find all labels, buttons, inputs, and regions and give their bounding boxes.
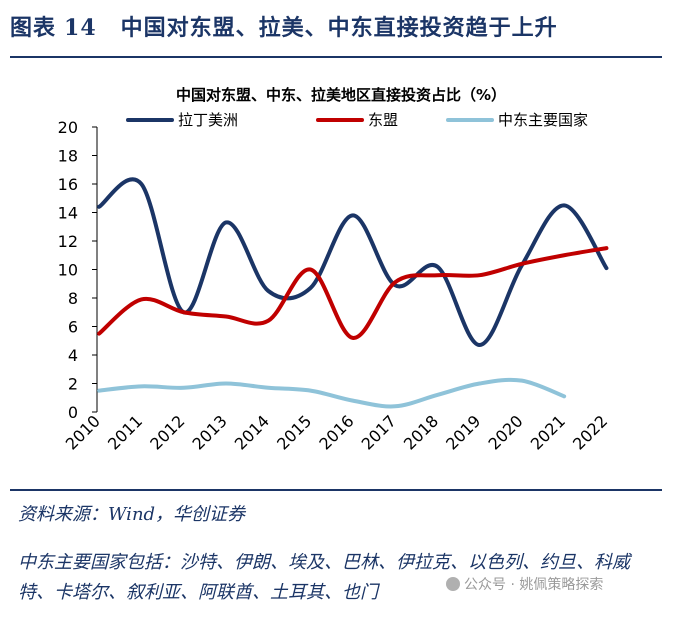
x-tick-label: 2015 xyxy=(273,411,315,453)
data-point xyxy=(351,336,355,340)
data-point xyxy=(520,262,524,266)
x-tick-label: 2014 xyxy=(231,411,273,453)
x-tick-label: 2020 xyxy=(484,411,526,453)
data-point xyxy=(266,386,270,390)
y-tick-label: 12 xyxy=(58,232,78,251)
data-point xyxy=(182,310,186,314)
x-tick-label: 2019 xyxy=(442,411,484,453)
legend-label: 中东主要国家 xyxy=(498,111,588,129)
data-point xyxy=(478,273,482,277)
x-tick-label: 2012 xyxy=(146,411,188,453)
bottom-divider xyxy=(10,489,662,491)
figure-heading: 中国对东盟、拉美、中东直接投资趋于上升 xyxy=(120,15,558,41)
data-point xyxy=(351,213,355,217)
data-point xyxy=(604,266,608,270)
figure-number: 14 xyxy=(64,15,97,41)
data-point xyxy=(562,203,566,207)
x-tick-label: 2022 xyxy=(569,411,611,453)
y-tick-label: 18 xyxy=(58,147,78,166)
data-point xyxy=(393,404,397,408)
y-tick-label: 4 xyxy=(68,346,78,365)
data-point xyxy=(351,399,355,403)
data-point xyxy=(308,286,312,290)
x-tick-label: 2016 xyxy=(315,411,357,453)
x-tick-label: 2013 xyxy=(189,411,231,453)
y-tick-label: 6 xyxy=(68,318,78,337)
y-tick-label: 10 xyxy=(58,261,78,280)
x-tick-label: 2011 xyxy=(104,411,146,453)
data-point xyxy=(562,253,566,257)
y-tick-label: 8 xyxy=(68,289,78,308)
data-point xyxy=(393,280,397,284)
data-point xyxy=(604,246,608,250)
data-point xyxy=(139,384,143,388)
y-tick-label: 16 xyxy=(58,175,78,194)
data-point xyxy=(562,394,566,398)
data-point xyxy=(97,205,101,209)
y-tick-label: 2 xyxy=(68,375,78,394)
figure-title: 图表 14 中国对东盟、拉美、中东直接投资趋于上升 xyxy=(10,10,670,42)
chart-title: 中国对东盟、中东、拉美地区直接投资占比（%） xyxy=(176,86,506,104)
y-tick-label: 20 xyxy=(58,118,78,137)
series-line-3 xyxy=(97,377,567,409)
data-point xyxy=(478,343,482,347)
data-point xyxy=(139,182,143,186)
data-point xyxy=(224,315,228,319)
data-point xyxy=(182,386,186,390)
series-line-2 xyxy=(97,246,609,340)
x-tick-label: 2021 xyxy=(527,411,569,453)
watermark: 公众号 · 姚佩策略探索 xyxy=(446,574,603,594)
legend-label: 拉丁美洲 xyxy=(178,111,238,129)
figure-label: 图表 xyxy=(10,15,57,41)
data-point xyxy=(224,220,228,224)
x-tick-label: 2017 xyxy=(358,411,400,453)
line-chart: 中国对东盟、中东、拉美地区直接投资占比（%） 拉丁美洲 东盟 中东主要国家 0 2 4 6… xyxy=(58,86,612,454)
data-point xyxy=(520,379,524,383)
data-point xyxy=(266,319,270,323)
data-point xyxy=(478,382,482,386)
y-tick-label: 14 xyxy=(58,204,78,223)
wechat-icon xyxy=(446,577,460,591)
data-point xyxy=(97,389,101,393)
y-tick-label: 0 xyxy=(68,403,78,422)
data-point xyxy=(308,268,312,272)
data-point xyxy=(224,382,228,386)
data-point xyxy=(139,297,143,301)
data-point xyxy=(97,332,101,336)
legend-label: 东盟 xyxy=(368,111,398,129)
top-divider xyxy=(10,56,662,58)
data-point xyxy=(266,289,270,293)
x-tick-label: 2018 xyxy=(400,411,442,453)
source-note: 资料来源：Wind，华创证券 xyxy=(18,504,246,525)
watermark-text: 公众号 · 姚佩策略探索 xyxy=(464,577,604,593)
data-point xyxy=(435,273,439,277)
data-point xyxy=(308,389,312,393)
data-point xyxy=(435,265,439,269)
countries-note: 中东主要国家包括：沙特、伊朗、埃及、巴林、伊拉克、以色列、约旦、科威特、卡塔尔、… xyxy=(18,552,630,603)
data-point xyxy=(435,393,439,397)
